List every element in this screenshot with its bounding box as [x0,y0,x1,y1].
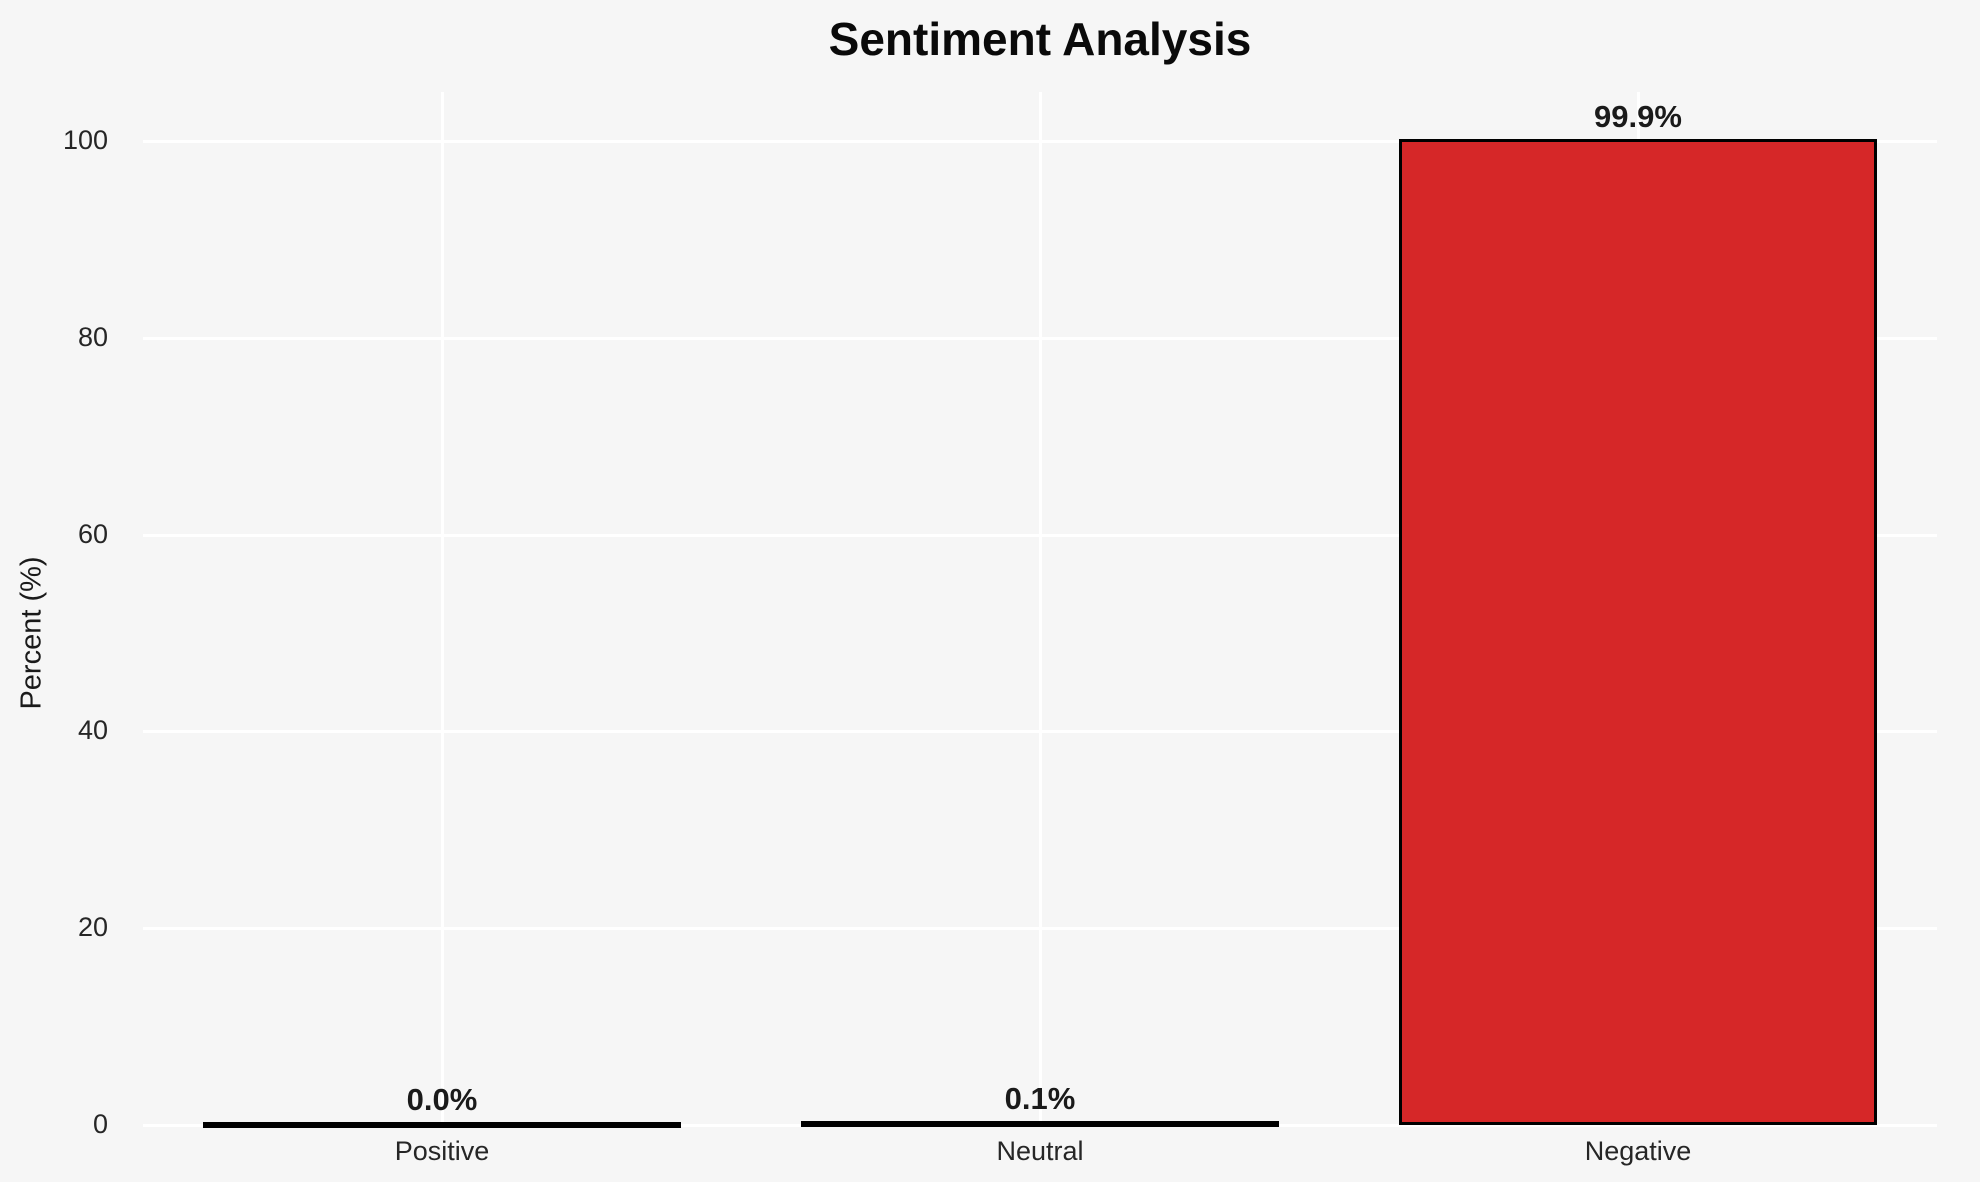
bar-negative [1399,139,1877,1125]
y-tick-label: 80 [77,322,108,352]
x-tick-label: Neutral [996,1136,1084,1166]
x-tick-label: Positive [394,1136,490,1166]
y-tick-label: 60 [77,519,108,549]
bar-positive [203,1122,681,1128]
y-tick-label: 40 [77,715,108,745]
vertical-gridline [441,92,444,1125]
vertical-gridline [1039,92,1042,1125]
y-tick-label: 0 [92,1109,108,1139]
chart-title: Sentiment Analysis [828,13,1252,65]
bar-value-label: 0.0% [406,1082,478,1117]
bar-value-label: 99.9% [1594,99,1682,134]
bar-value-label: 0.1% [1004,1081,1076,1116]
y-tick-label: 100 [62,125,108,155]
bar-neutral [801,1121,1279,1127]
y-tick-label: 20 [77,912,108,942]
y-axis-label: Percent (%) [15,556,48,710]
x-tick-label: Negative [1584,1136,1692,1166]
